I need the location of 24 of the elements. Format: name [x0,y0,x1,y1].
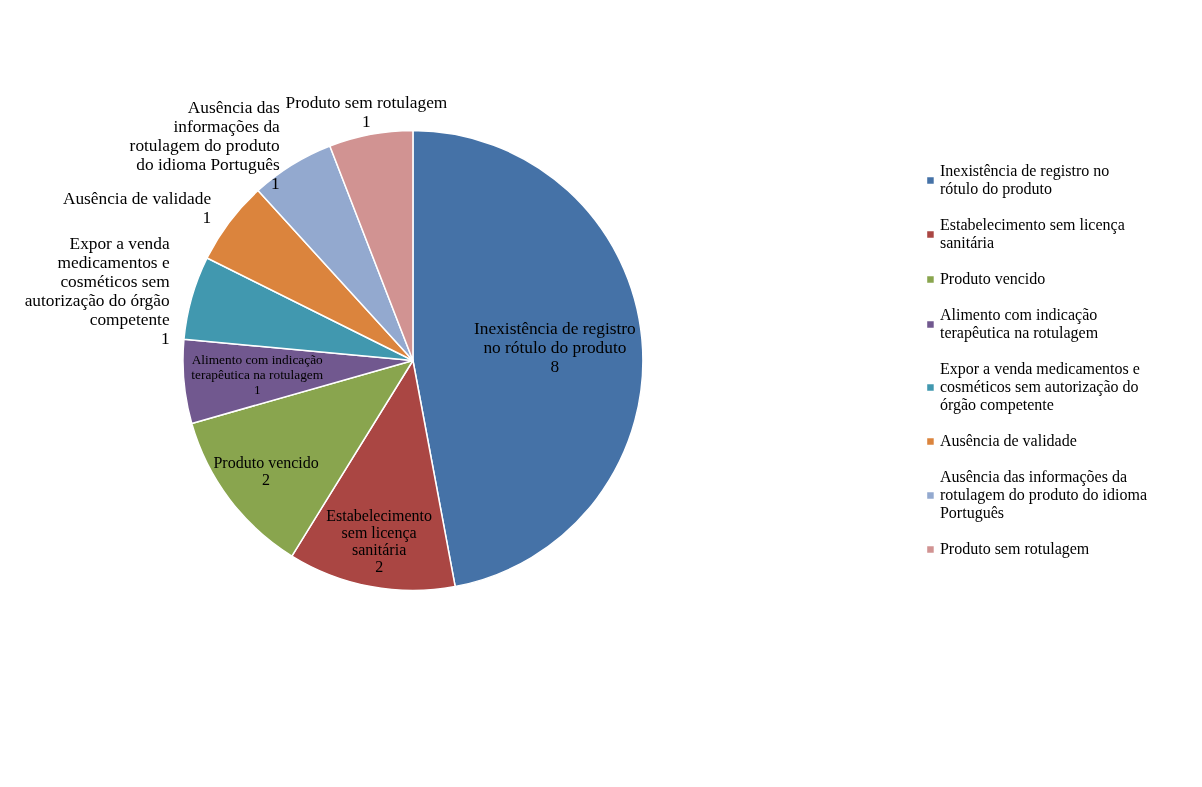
slice-label: Expor a venda medicamentos e cosméticos sem autorização do órgão competente [24,234,171,330]
data-label: 8 [550,356,560,376]
data-label: 1 [253,382,261,398]
data-label: 1 [160,329,170,349]
slice-label: Estabelecimento sem licença sanitária [326,507,432,559]
data-label: 1 [271,173,280,193]
legend-label: Produto vencido [939,270,1046,288]
slice-label: Produto sem rotulagem [285,92,448,112]
legend-label: Produto sem rotulagem [939,540,1090,558]
legend-label: Alimento com indicação terapêutica na rotulagem [939,306,1099,342]
data-label: 1 [202,208,212,228]
legend-label: Estabelecimento sem licença sanitária [939,216,1125,252]
data-label: 1 [362,111,371,131]
data-label: 2 [262,471,271,489]
legend-label: Ausência das informações da rotulagem do produto do idioma Português [939,468,1148,522]
data-label: 2 [375,558,384,576]
legend-label: Ausência de validade [939,432,1077,450]
slice-label: Ausência das informações da rotulagem do produto do idioma Português [129,97,281,174]
slice-label: Inexistência de registro no rótulo do produto [474,318,636,357]
slice-label: Ausência de validade [62,189,212,209]
slice-label: Alimento com indicação terapêutica na rotulagem [191,352,324,383]
legend-label: Inexistência de registro no rótulo do produto [939,162,1110,198]
slice-label: Produto vencido [213,454,319,472]
legend-label: Expor a venda medicamentos e cosméticos sem autorização do órgão competente [939,360,1140,414]
